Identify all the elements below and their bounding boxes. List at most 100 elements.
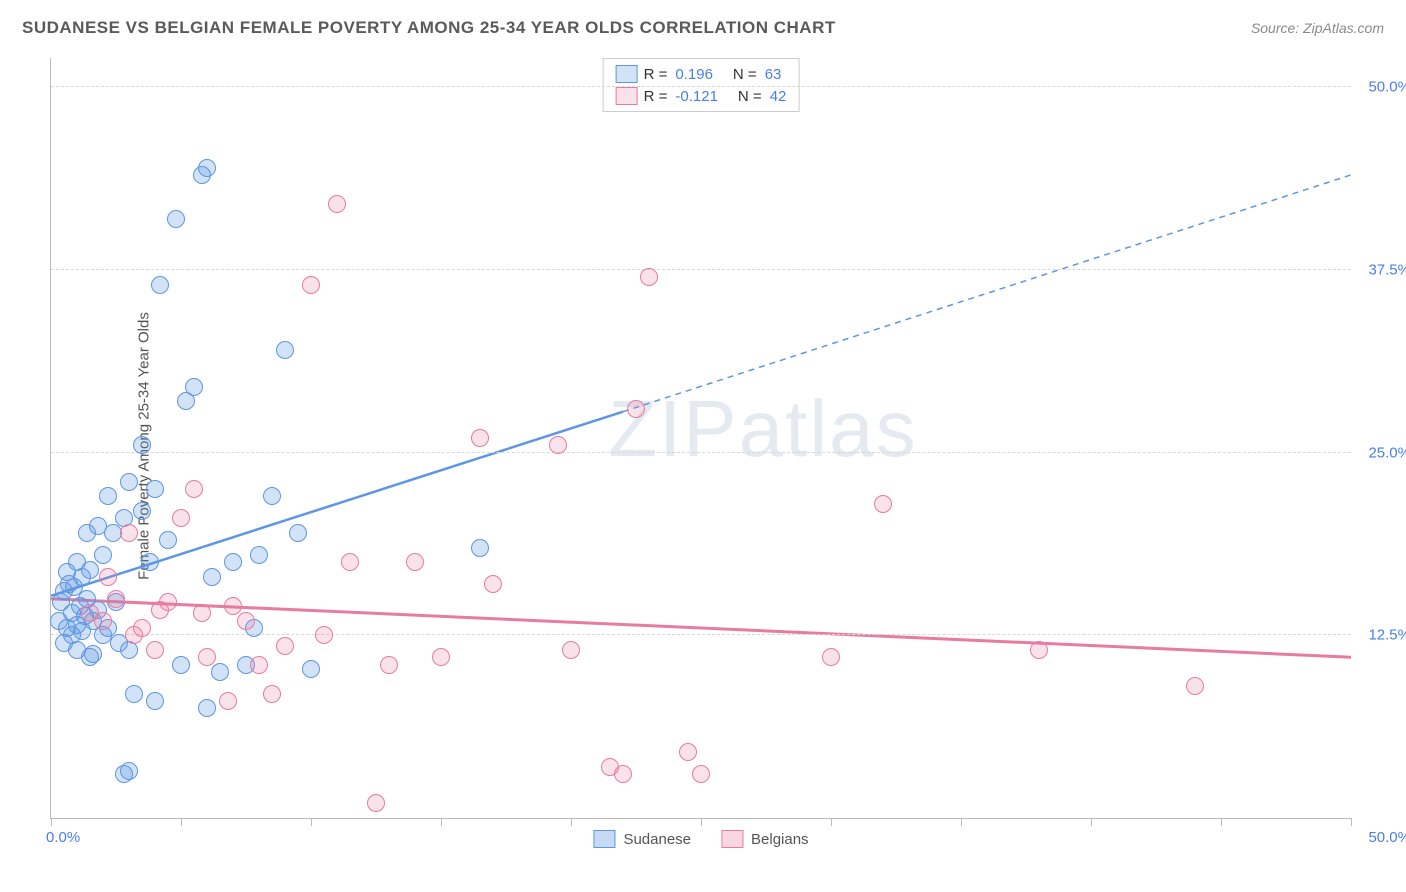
y-tick-label: 50.0% <box>1356 79 1406 96</box>
data-point <box>203 568 221 586</box>
data-point <box>211 663 229 681</box>
data-point <box>99 568 117 586</box>
x-tick <box>1221 818 1222 826</box>
chart-title: SUDANESE VS BELGIAN FEMALE POVERTY AMONG… <box>22 18 836 38</box>
data-point <box>276 341 294 359</box>
data-point <box>367 794 385 812</box>
y-tick-label: 25.0% <box>1356 444 1406 461</box>
data-point <box>198 699 216 717</box>
data-point <box>380 656 398 674</box>
data-point <box>302 660 320 678</box>
x-tick <box>831 818 832 826</box>
x-tick <box>311 818 312 826</box>
data-point <box>120 473 138 491</box>
watermark: ZIPatlas <box>608 383 917 475</box>
data-point <box>167 210 185 228</box>
legend-item: Belgians <box>721 830 809 848</box>
legend-n-value: 63 <box>765 66 782 83</box>
legend-r-label: R = <box>644 66 668 83</box>
legend-r-value: -0.121 <box>675 88 718 105</box>
legend-row: R = 0.196 N = 63 <box>616 63 787 85</box>
data-point <box>193 604 211 622</box>
data-point <box>224 553 242 571</box>
data-point <box>141 553 159 571</box>
data-point <box>1186 677 1204 695</box>
data-point <box>328 195 346 213</box>
legend-n-value: 42 <box>770 88 787 105</box>
x-tick <box>571 818 572 826</box>
data-point <box>151 276 169 294</box>
legend-swatch <box>616 65 638 83</box>
data-point <box>406 553 424 571</box>
gridline <box>51 452 1351 453</box>
data-point <box>133 502 151 520</box>
legend-swatch <box>593 830 615 848</box>
legend-n-label: N = <box>738 88 762 105</box>
data-point <box>78 524 96 542</box>
data-point <box>1030 641 1048 659</box>
data-point <box>471 429 489 447</box>
x-tick <box>441 818 442 826</box>
x-tick <box>1351 818 1352 826</box>
legend-row: R =-0.121N =42 <box>616 85 787 107</box>
data-point <box>125 685 143 703</box>
data-point <box>219 692 237 710</box>
data-point <box>237 612 255 630</box>
correlation-legend: R = 0.196 N = 63R = -0.121 N = 42 <box>603 58 800 112</box>
x-tick <box>1091 818 1092 826</box>
legend-item: Sudanese <box>593 830 691 848</box>
legend-label: Belgians <box>751 831 809 848</box>
legend-label: Sudanese <box>623 831 691 848</box>
gridline <box>51 86 1351 87</box>
x-tick <box>961 818 962 826</box>
data-point <box>562 641 580 659</box>
data-point <box>58 563 76 581</box>
y-tick-label: 12.5% <box>1356 627 1406 644</box>
data-point <box>692 765 710 783</box>
data-point <box>120 524 138 542</box>
trend-lines <box>51 58 1351 818</box>
data-point <box>151 601 169 619</box>
data-point <box>99 487 117 505</box>
data-point <box>84 645 102 663</box>
data-point <box>302 276 320 294</box>
data-point <box>315 626 333 644</box>
data-point <box>484 575 502 593</box>
data-point <box>250 546 268 564</box>
y-tick-label: 37.5% <box>1356 261 1406 278</box>
data-point <box>224 597 242 615</box>
x-min-label: 0.0% <box>46 829 80 846</box>
data-point <box>159 531 177 549</box>
data-point <box>94 546 112 564</box>
data-point <box>874 495 892 513</box>
x-tick <box>701 818 702 826</box>
legend-swatch <box>616 87 638 105</box>
data-point <box>614 765 632 783</box>
scatter-plot: ZIPatlas R =0.196N =63R =-0.121N =42 0.0… <box>50 58 1351 819</box>
data-point <box>146 641 164 659</box>
data-point <box>120 762 138 780</box>
data-point <box>627 400 645 418</box>
data-point <box>107 590 125 608</box>
legend-r-value: 0.196 <box>675 66 713 83</box>
data-point <box>822 648 840 666</box>
x-max-label: 50.0% <box>1356 829 1406 846</box>
data-point <box>133 436 151 454</box>
legend-n-label: N = <box>733 66 757 83</box>
data-point <box>341 553 359 571</box>
data-point <box>263 685 281 703</box>
data-point <box>125 626 143 644</box>
data-point <box>250 656 268 674</box>
data-point <box>146 692 164 710</box>
series-legend: Sudanese Belgians <box>593 830 808 848</box>
data-point <box>471 539 489 557</box>
source-label: Source: ZipAtlas.com <box>1251 20 1384 36</box>
data-point <box>432 648 450 666</box>
data-point <box>146 480 164 498</box>
data-point <box>549 436 567 454</box>
x-tick <box>181 818 182 826</box>
x-tick <box>51 818 52 826</box>
data-point <box>263 487 281 505</box>
data-point <box>94 612 112 630</box>
data-point <box>185 480 203 498</box>
